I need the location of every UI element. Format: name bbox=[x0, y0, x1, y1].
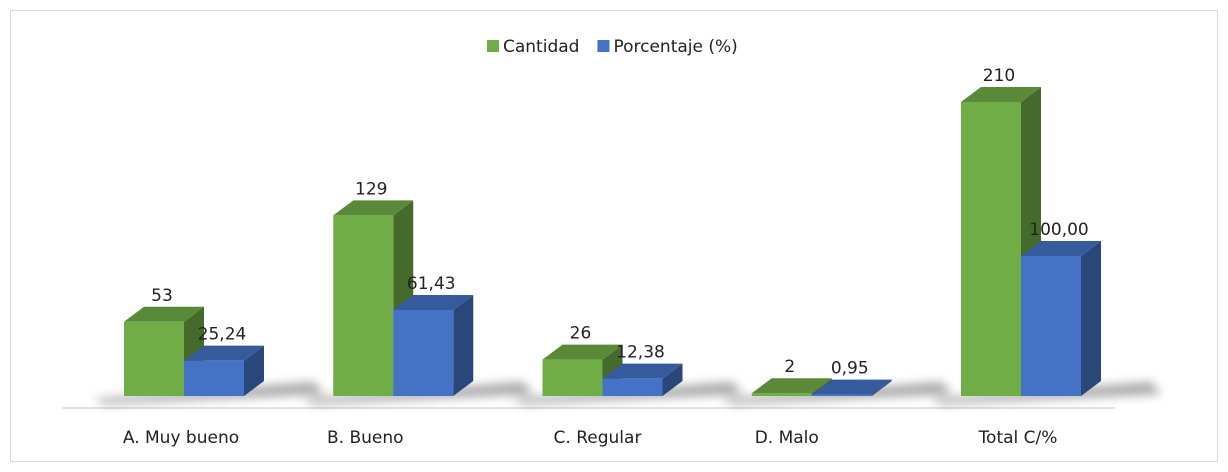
bar-top bbox=[542, 344, 623, 360]
legend-swatch bbox=[597, 40, 610, 52]
bar-top bbox=[602, 363, 683, 379]
legend-swatch bbox=[487, 40, 499, 52]
data-label: 100,00 bbox=[1029, 220, 1088, 240]
bar bbox=[393, 294, 474, 396]
bar-top bbox=[333, 200, 414, 216]
bar-top bbox=[393, 294, 474, 310]
bar-front bbox=[602, 378, 663, 396]
bar-side bbox=[453, 294, 474, 396]
bar-front bbox=[811, 394, 872, 396]
data-label: 25,24 bbox=[198, 325, 247, 345]
data-label: 210 bbox=[983, 66, 1015, 86]
bar-front bbox=[542, 359, 603, 396]
bar bbox=[184, 345, 264, 396]
x-tick-label: C. Regular bbox=[554, 428, 642, 448]
bar bbox=[124, 306, 204, 396]
bar bbox=[811, 379, 892, 396]
legend-label: Porcentaje (%) bbox=[613, 37, 737, 57]
bar-top bbox=[961, 87, 1041, 102]
x-tick-label: B. Bueno bbox=[327, 428, 404, 448]
bar-side bbox=[1081, 241, 1101, 396]
bar-top bbox=[124, 306, 204, 322]
data-label: 61,43 bbox=[407, 274, 456, 294]
x-tick-label: A. Muy bueno bbox=[123, 428, 239, 448]
bar-front bbox=[751, 393, 812, 396]
legend-label: Cantidad bbox=[503, 37, 579, 57]
bar-top bbox=[1021, 241, 1101, 256]
x-tick-label: Total C/% bbox=[978, 428, 1058, 448]
bar-front bbox=[393, 309, 454, 396]
bar-side bbox=[662, 363, 683, 396]
bar bbox=[602, 363, 683, 396]
bar-front bbox=[1021, 256, 1081, 396]
bar-front bbox=[333, 215, 394, 396]
bar-top bbox=[751, 378, 832, 394]
data-label: 53 bbox=[151, 286, 173, 306]
data-label: 12,38 bbox=[616, 343, 665, 363]
bar-top bbox=[184, 345, 264, 361]
bar bbox=[542, 344, 623, 396]
bar-front bbox=[184, 360, 244, 396]
data-label: 26 bbox=[570, 324, 592, 344]
data-label: 129 bbox=[355, 179, 387, 199]
data-label: 2 bbox=[784, 357, 795, 377]
bar-front bbox=[961, 102, 1021, 396]
bar-top bbox=[811, 379, 892, 395]
bar-side bbox=[871, 379, 892, 396]
bar-front bbox=[124, 321, 184, 396]
x-tick-label: D. Malo bbox=[755, 428, 819, 448]
bar-side bbox=[244, 345, 264, 396]
data-label: 0,95 bbox=[831, 359, 869, 379]
bar bbox=[1021, 241, 1101, 396]
